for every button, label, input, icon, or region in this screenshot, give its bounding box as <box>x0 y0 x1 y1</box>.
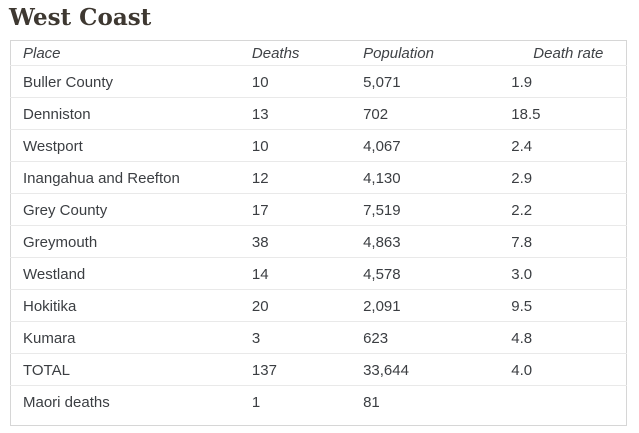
cell-death-rate: 9.5 <box>511 289 627 322</box>
cell-place: Westland <box>10 257 252 290</box>
header-row: Place Deaths Population Death rate <box>11 41 627 66</box>
cell-death-rate: 4.0 <box>511 353 627 386</box>
cell-death-rate: 1.9 <box>511 65 627 98</box>
cell-death-rate: 7.8 <box>511 225 627 258</box>
cell-deaths: 10 <box>251 129 364 162</box>
cell-death-rate <box>511 385 627 426</box>
table-row: TOTAL 137 33,644 4.0 <box>10 353 627 386</box>
cell-place: Westport <box>10 129 252 162</box>
cell-deaths: 137 <box>251 353 364 386</box>
cell-death-rate: 2.4 <box>511 129 627 162</box>
cell-population: 4,863 <box>363 225 512 258</box>
cell-death-rate: 4.8 <box>511 321 627 354</box>
cell-population: 2,091 <box>363 289 512 322</box>
cell-population: 4,130 <box>363 161 512 194</box>
stats-table: Place Deaths Population Death rate Bulle… <box>10 40 627 426</box>
cell-deaths: 1 <box>251 385 364 426</box>
cell-deaths: 10 <box>251 65 364 98</box>
cell-population: 4,578 <box>363 257 512 290</box>
cell-population: 33,644 <box>363 353 512 386</box>
cell-place: Greymouth <box>10 225 252 258</box>
table-row: Inangahua and Reefton 12 4,130 2.9 <box>10 161 627 194</box>
page-title: West Coast <box>9 4 152 31</box>
cell-place: Denniston <box>10 97 252 130</box>
table-row: Kumara 3 623 4.8 <box>10 321 627 354</box>
cell-population: 81 <box>363 385 512 426</box>
cell-population: 702 <box>363 97 512 130</box>
cell-death-rate: 3.0 <box>511 257 627 290</box>
table-row: Westland 14 4,578 3.0 <box>10 257 627 290</box>
cell-death-rate: 2.9 <box>511 161 627 194</box>
cell-deaths: 3 <box>251 321 364 354</box>
table-body: Buller County 10 5,071 1.9 Denniston 13 702 18.… <box>10 65 627 426</box>
cell-place: Grey County <box>10 193 252 226</box>
cell-population: 5,071 <box>363 65 512 98</box>
cell-deaths: 14 <box>251 257 364 290</box>
column-header-deaths: Deaths <box>251 45 300 62</box>
cell-population: 623 <box>363 321 512 354</box>
cell-place: Maori deaths <box>10 385 252 426</box>
cell-deaths: 20 <box>251 289 364 322</box>
column-header-death-rate: Death rate <box>533 45 604 62</box>
column-header-population: Population <box>363 45 434 62</box>
cell-deaths: 17 <box>251 193 364 226</box>
cell-place: Buller County <box>10 65 252 98</box>
column-header-place: Place <box>23 45 61 62</box>
cell-population: 4,067 <box>363 129 512 162</box>
cell-death-rate: 2.2 <box>511 193 627 226</box>
table-row: Hokitika 20 2,091 9.5 <box>10 289 627 322</box>
table-row: Buller County 10 5,071 1.9 <box>10 65 627 98</box>
table-row: Maori deaths 1 81 <box>10 385 627 426</box>
cell-deaths: 13 <box>251 97 364 130</box>
cell-death-rate: 18.5 <box>511 97 627 130</box>
table-row: Denniston 13 702 18.5 <box>10 97 627 130</box>
cell-place: TOTAL <box>10 353 252 386</box>
table-row: Greymouth 38 4,863 7.8 <box>10 225 627 258</box>
cell-deaths: 12 <box>251 161 364 194</box>
table-row: Westport 10 4,067 2.4 <box>10 129 627 162</box>
cell-deaths: 38 <box>251 225 364 258</box>
cell-place: Kumara <box>10 321 252 354</box>
table-row: Grey County 17 7,519 2.2 <box>10 193 627 226</box>
cell-place: Inangahua and Reefton <box>10 161 252 194</box>
cell-population: 7,519 <box>363 193 512 226</box>
cell-place: Hokitika <box>10 289 252 322</box>
